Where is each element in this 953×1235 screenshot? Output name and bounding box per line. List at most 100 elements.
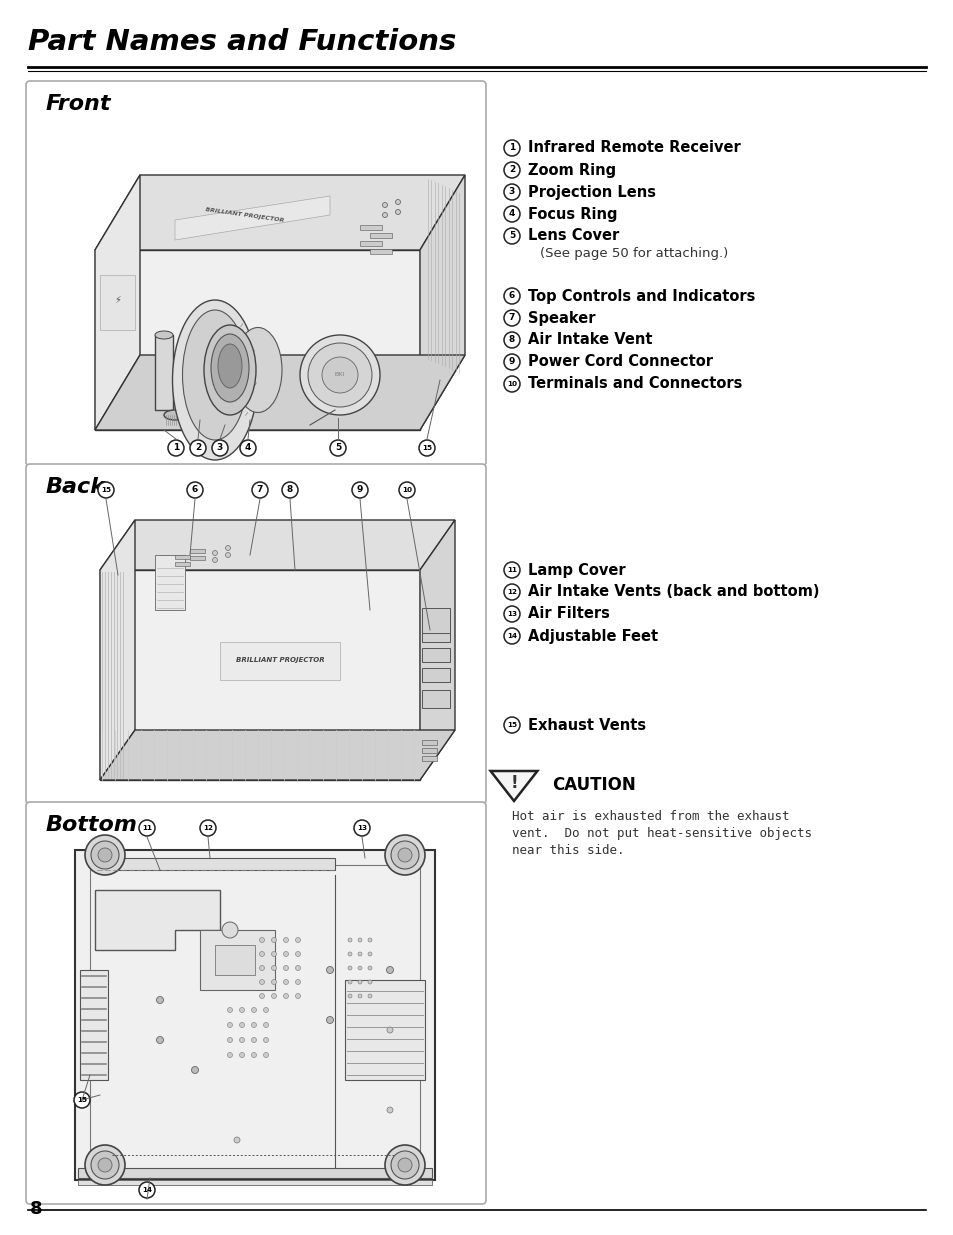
Circle shape <box>382 203 387 207</box>
Text: 15: 15 <box>77 1097 87 1103</box>
Bar <box>90 864 419 1170</box>
Circle shape <box>368 939 372 942</box>
Bar <box>174 562 190 566</box>
Text: ⚡: ⚡ <box>114 295 121 305</box>
Circle shape <box>272 966 276 971</box>
Circle shape <box>239 1052 244 1057</box>
Circle shape <box>503 718 519 734</box>
Text: 4: 4 <box>508 210 515 219</box>
Circle shape <box>299 335 379 415</box>
Text: 6: 6 <box>508 291 515 300</box>
Circle shape <box>348 966 352 969</box>
Circle shape <box>263 1023 268 1028</box>
Circle shape <box>357 939 361 942</box>
Circle shape <box>326 967 334 973</box>
Circle shape <box>503 310 519 326</box>
Circle shape <box>225 552 231 557</box>
Circle shape <box>272 951 276 956</box>
Polygon shape <box>95 354 464 430</box>
Bar <box>100 275 135 330</box>
Circle shape <box>368 952 372 956</box>
Text: EIKI: EIKI <box>335 373 345 378</box>
Circle shape <box>397 848 412 862</box>
Text: 15: 15 <box>421 445 432 451</box>
Circle shape <box>272 979 276 984</box>
Circle shape <box>503 332 519 348</box>
Circle shape <box>190 440 206 456</box>
Bar <box>421 608 450 634</box>
Circle shape <box>259 979 264 984</box>
Text: Air Intake Vent: Air Intake Vent <box>527 332 652 347</box>
Circle shape <box>391 1151 418 1179</box>
Circle shape <box>85 835 125 876</box>
Circle shape <box>213 551 217 556</box>
Circle shape <box>354 820 370 836</box>
Text: near this side.: near this side. <box>512 844 624 857</box>
Polygon shape <box>100 730 455 781</box>
Ellipse shape <box>233 327 282 412</box>
Bar <box>421 668 450 682</box>
Polygon shape <box>95 175 464 249</box>
Bar <box>421 648 450 662</box>
Circle shape <box>322 357 357 393</box>
Circle shape <box>295 951 300 956</box>
Text: 6: 6 <box>192 485 198 494</box>
Circle shape <box>357 952 361 956</box>
Text: Top Controls and Indicators: Top Controls and Indicators <box>527 289 755 304</box>
Polygon shape <box>95 249 419 430</box>
Text: 7: 7 <box>256 485 263 494</box>
FancyBboxPatch shape <box>26 82 485 466</box>
Bar <box>421 748 436 753</box>
Text: Zoom Ring: Zoom Ring <box>527 163 616 178</box>
Text: 9: 9 <box>508 357 515 367</box>
Polygon shape <box>100 571 419 781</box>
Circle shape <box>503 140 519 156</box>
Bar <box>421 740 436 745</box>
Circle shape <box>98 482 113 498</box>
Circle shape <box>85 1145 125 1186</box>
Text: Projection Lens: Projection Lens <box>527 184 656 200</box>
Circle shape <box>348 939 352 942</box>
Circle shape <box>252 1008 256 1013</box>
Circle shape <box>503 375 519 391</box>
Circle shape <box>386 967 393 973</box>
Circle shape <box>295 966 300 971</box>
Polygon shape <box>490 771 537 802</box>
Circle shape <box>503 228 519 245</box>
Polygon shape <box>419 175 464 430</box>
Text: vent.  Do not put heat-sensitive objects: vent. Do not put heat-sensitive objects <box>512 827 811 840</box>
Circle shape <box>239 1008 244 1013</box>
Circle shape <box>503 162 519 178</box>
Circle shape <box>227 1052 233 1057</box>
Circle shape <box>397 1158 412 1172</box>
Polygon shape <box>100 520 455 571</box>
Text: Front: Front <box>46 94 112 114</box>
Circle shape <box>192 1067 198 1073</box>
Circle shape <box>187 482 203 498</box>
Text: 12: 12 <box>203 825 213 831</box>
Circle shape <box>263 1052 268 1057</box>
Circle shape <box>357 966 361 969</box>
Text: Power Cord Connector: Power Cord Connector <box>527 354 712 369</box>
Text: Air Filters: Air Filters <box>527 606 609 621</box>
Bar <box>154 555 185 610</box>
Circle shape <box>295 993 300 999</box>
Text: Bottom: Bottom <box>46 815 138 835</box>
Bar <box>154 335 172 410</box>
Circle shape <box>503 606 519 622</box>
Circle shape <box>387 1028 393 1032</box>
Text: 2: 2 <box>508 165 515 174</box>
Circle shape <box>240 440 255 456</box>
Circle shape <box>227 1023 233 1028</box>
Circle shape <box>200 820 215 836</box>
Text: 7: 7 <box>508 314 515 322</box>
Circle shape <box>382 212 387 217</box>
Circle shape <box>239 1023 244 1028</box>
Text: 2: 2 <box>194 443 201 452</box>
Circle shape <box>395 200 400 205</box>
Bar <box>190 556 205 559</box>
Text: Air Intake Vents (back and bottom): Air Intake Vents (back and bottom) <box>527 584 819 599</box>
Circle shape <box>368 994 372 998</box>
Circle shape <box>283 993 288 999</box>
Text: Lamp Cover: Lamp Cover <box>527 562 625 578</box>
